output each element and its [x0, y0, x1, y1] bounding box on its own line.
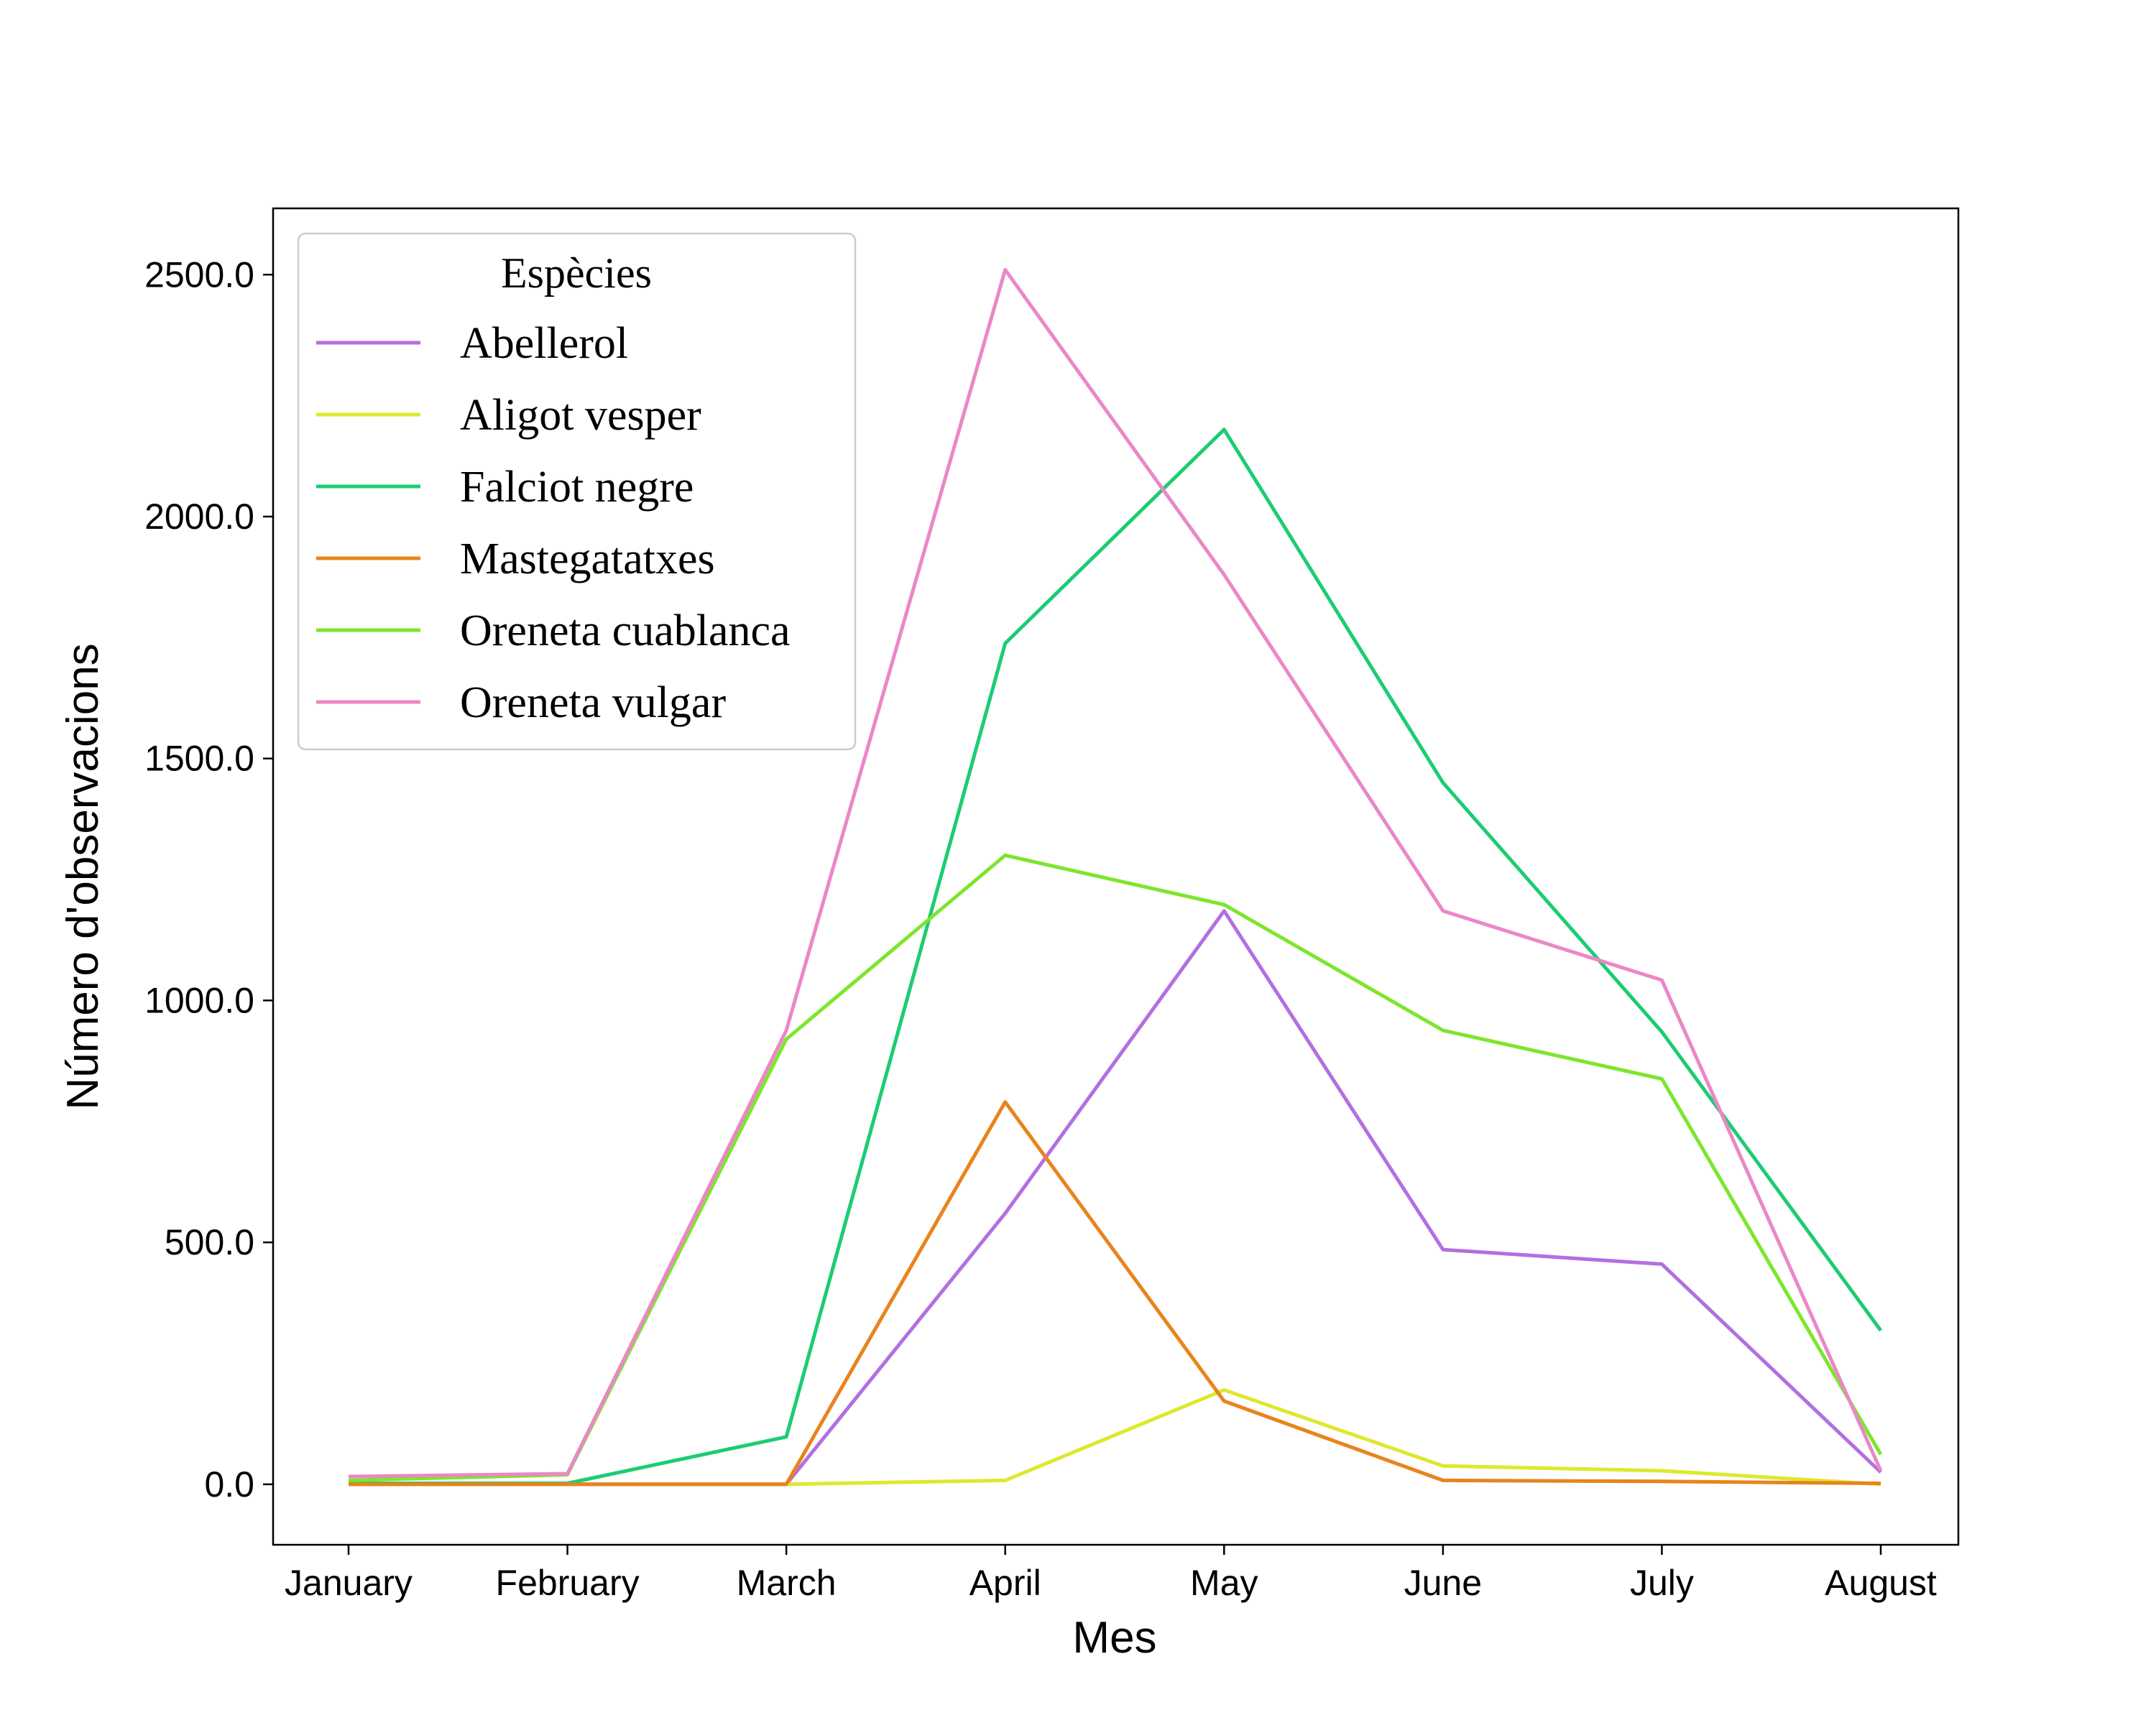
legend-label: Oreneta vulgar — [460, 678, 726, 727]
x-axis: January February March April May June July Augu… — [285, 1545, 1937, 1603]
x-axis-title: Mes — [1072, 1613, 1156, 1663]
y-tick-label: 2500.0 — [144, 254, 254, 295]
plot-area-frame — [272, 207, 1960, 1546]
y-axis: 0.0 500.0 1000.0 1500.0 2000.0 2500.0 — [144, 254, 273, 1505]
x-tick-label: August — [1825, 1563, 1937, 1603]
x-tick-label: April — [969, 1563, 1041, 1603]
x-tick-label: May — [1190, 1563, 1258, 1603]
legend-label: Mastegatatxes — [460, 535, 715, 583]
series-line-abellerol — [349, 909, 1882, 1487]
legend-items: Abellerol Aligot vesper Falciot negre Maste… — [316, 319, 791, 727]
x-tick-label: January — [285, 1563, 413, 1603]
legend-label: Abellerol — [460, 319, 628, 368]
y-tick-label: 1000.0 — [144, 980, 254, 1020]
y-tick-label: 0.0 — [204, 1464, 254, 1505]
y-axis-title: Número d'observacions — [58, 643, 108, 1109]
y-tick-label: 1500.0 — [144, 739, 254, 779]
y-tick-label: 2000.0 — [144, 496, 254, 537]
series-lines — [348, 268, 1883, 1487]
legend-frame — [297, 232, 857, 751]
y-tick-label: 500.0 — [165, 1222, 254, 1262]
series-line-falciot-negre — [349, 428, 1883, 1485]
legend-label: Oreneta cuablanca — [460, 606, 791, 655]
x-tick-label: March — [737, 1563, 837, 1603]
legend-label: Falciot negre — [460, 463, 694, 512]
series-line-oreneta-cuablanca — [348, 853, 1883, 1482]
x-tick-label: February — [496, 1563, 640, 1603]
x-tick-label: July — [1630, 1563, 1694, 1603]
series-line-oreneta-vulgar — [348, 268, 1883, 1479]
legend-label: Aligot vesper — [460, 391, 701, 440]
series-line-mastegatatxes — [349, 1100, 1881, 1487]
legend: Espècies Abellerol Aligot vesper Falciot n… — [297, 232, 857, 751]
series-line-aligot-vesper — [349, 1388, 1881, 1487]
legend-title: Espècies — [501, 249, 652, 297]
x-tick-label: June — [1404, 1563, 1482, 1603]
